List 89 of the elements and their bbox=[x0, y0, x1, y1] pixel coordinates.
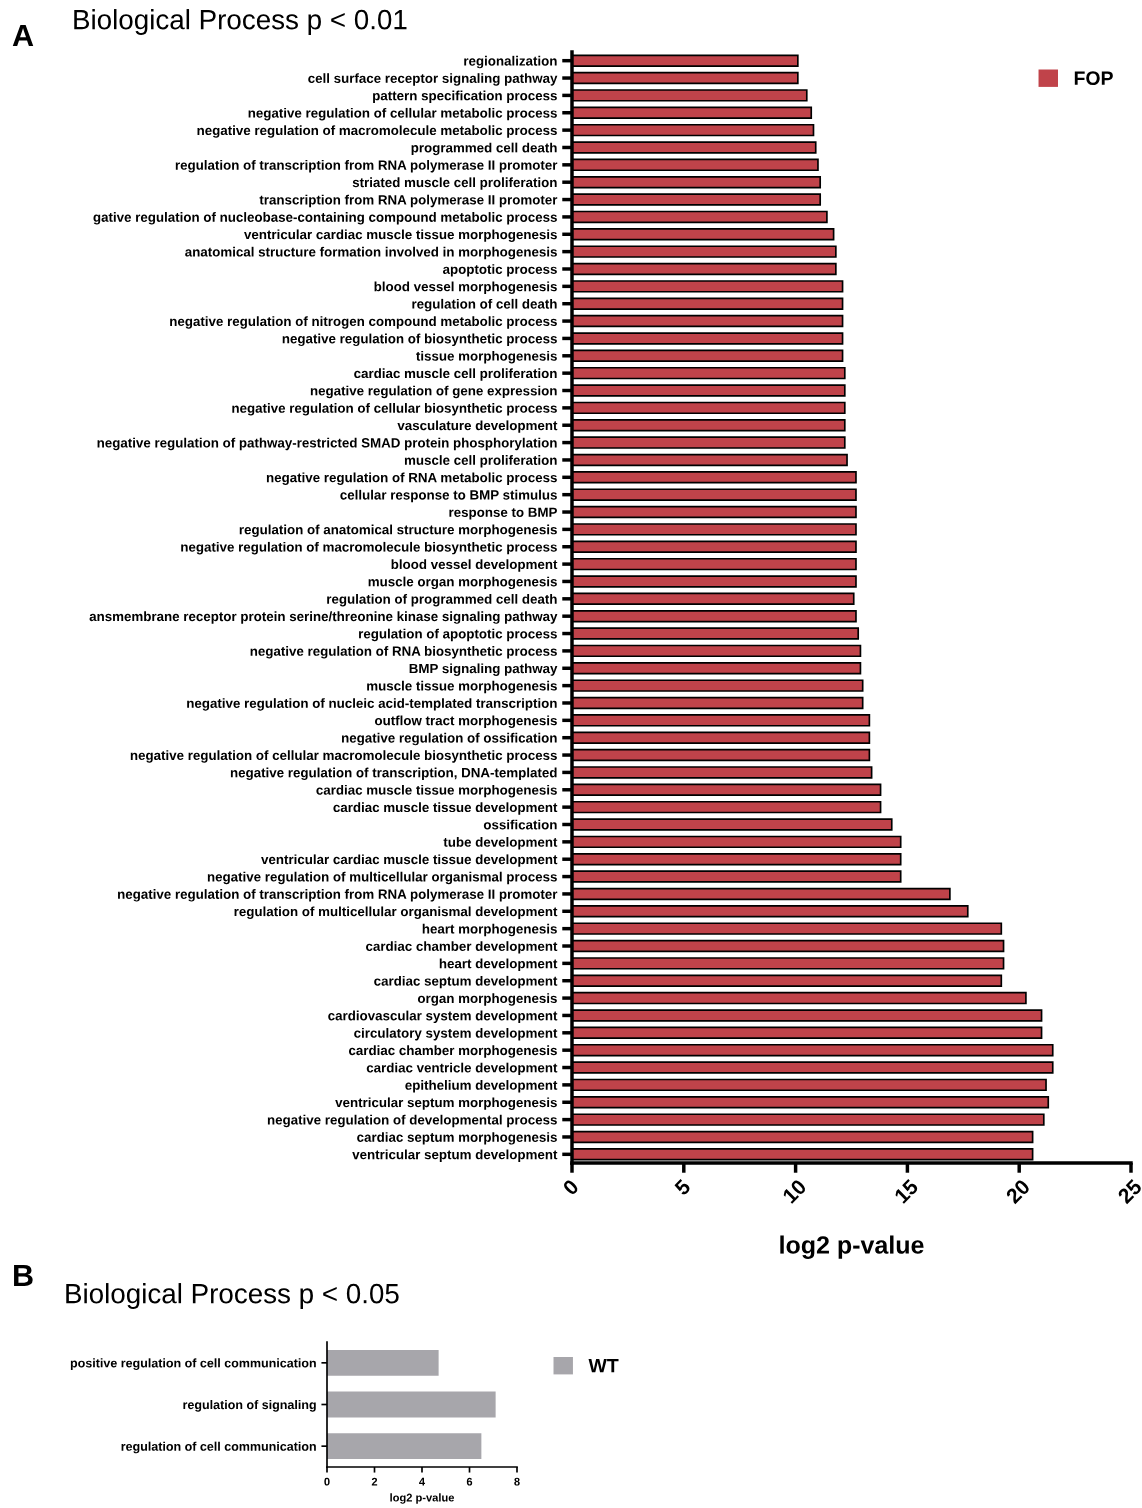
legend-label: FOP bbox=[1074, 71, 1113, 86]
y-tick-label: programmed cell death bbox=[411, 142, 557, 156]
y-tick-label: cardiac chamber morphogenesis bbox=[348, 1045, 557, 1058]
y-tick-label: cell surface receptor signaling pathway bbox=[308, 73, 558, 86]
y-tick-label: negative regulation of RNA metabolic process bbox=[266, 472, 557, 485]
y-tick-label: heart development bbox=[439, 958, 558, 971]
y-tick-label: cellular response to BMP stimulus bbox=[340, 489, 557, 503]
y-tick-label: negative regulation of macromolecule biosynthetic process bbox=[181, 541, 557, 555]
y-tick-label: regulation of apoptotic process bbox=[359, 628, 557, 642]
y-tick-label: negative regulation of transcription from RNA polymerase II promoter bbox=[118, 889, 558, 902]
y-tick-label: organ morphogenesis bbox=[417, 993, 557, 1006]
text: A bbox=[12, 24, 34, 46]
x-tick-label: 6 bbox=[466, 1477, 473, 1486]
x-axis-title: log2 p-value bbox=[780, 1235, 924, 1259]
y-tick-label: apoptotic process bbox=[442, 264, 557, 277]
y-tick-label: transcription from RNA polymerase II promoter bbox=[259, 194, 558, 208]
y-tick-label: regulation of cell communication bbox=[121, 1441, 316, 1454]
y-tick-label: negative regulation of multicellular organismal process bbox=[207, 871, 557, 885]
x-axis-title: log2 p-value bbox=[390, 1493, 455, 1504]
y-tick-label: regulation of transcription from RNA polymerase II promoter bbox=[175, 160, 558, 173]
y-tick-label: ventricular septum morphogenesis bbox=[335, 1097, 557, 1110]
y-tick-label: vasculature development bbox=[397, 420, 558, 433]
x-tick-label: 8 bbox=[514, 1477, 520, 1486]
y-tick-label: regulation of cell death bbox=[412, 298, 557, 312]
bar bbox=[327, 1349, 439, 1376]
y-tick-label: regulation of multicellular organismal development bbox=[234, 906, 558, 919]
x-tick-label: 2 bbox=[371, 1477, 378, 1486]
y-tick-label: tissue morphogenesis bbox=[416, 350, 557, 364]
y-tick-label: blood vessel morphogenesis bbox=[374, 281, 557, 295]
y-tick-label: pattern specification process bbox=[373, 90, 557, 103]
y-tick-label: outflow tract morphogenesis bbox=[374, 715, 557, 728]
y-tick-label: cardiac muscle cell proliferation bbox=[354, 368, 557, 381]
y-tick-label: negative regulation of developmental process bbox=[267, 1114, 557, 1128]
text: Biological Process p < 0.01 bbox=[74, 9, 407, 35]
y-tick-label: blood vessel development bbox=[391, 559, 558, 572]
y-tick-label: negative regulation of biosynthetic process bbox=[282, 333, 557, 347]
y-tick-label: negative regulation of ossification bbox=[341, 732, 557, 746]
y-tick-label: muscle organ morphogenesis bbox=[368, 576, 557, 590]
x-tick-label: 4 bbox=[419, 1477, 426, 1486]
bar bbox=[327, 1391, 496, 1418]
chart-title: Biological Process p < 0.05 bbox=[66, 1283, 399, 1309]
y-tick-label: tube development bbox=[443, 837, 558, 850]
y-tick-label: cardiac septum development bbox=[374, 975, 558, 989]
y-tick-label: anatomical structure formation involved in morphogenesis bbox=[185, 246, 557, 260]
x-tick-label: 15 bbox=[893, 1178, 920, 1204]
y-tick-label: heart morphogenesis bbox=[422, 923, 557, 937]
y-tick-label: cardiac chamber development bbox=[366, 941, 558, 954]
y-tick-label: ventricular septum development bbox=[352, 1149, 558, 1162]
y-tick-label: negative regulation of cellular biosynthetic process bbox=[232, 403, 557, 416]
y-tick-label: cardiac septum morphogenesis bbox=[357, 1132, 557, 1145]
y-tick-label: cardiac muscle tissue morphogenesis bbox=[316, 784, 557, 798]
x-tick-label: 10 bbox=[781, 1178, 808, 1204]
x-tick-label: 0 bbox=[324, 1477, 330, 1486]
y-tick-label: regulation of signaling bbox=[183, 1399, 316, 1412]
x-tick-label: 5 bbox=[673, 1178, 692, 1197]
y-tick-label: negative regulation of nucleic acid-templated transcription bbox=[187, 698, 557, 711]
y-tick-label: gative regulation of nucleobase-containing compound metabolic process bbox=[93, 212, 557, 225]
y-tick-label: regionalization bbox=[464, 55, 557, 69]
y-tick-label: striated muscle cell proliferation bbox=[352, 177, 557, 190]
y-tick-label: negative regulation of RNA biosynthetic process bbox=[250, 646, 557, 659]
y-tick-label: ventricular cardiac muscle tissue development bbox=[261, 854, 558, 867]
x-tick-label: 0 bbox=[562, 1178, 580, 1197]
y-tick-label: response to BMP bbox=[449, 507, 557, 520]
x-tick-label: 25 bbox=[1116, 1178, 1142, 1205]
y-tick-label: circulatory system development bbox=[354, 1027, 558, 1041]
y-tick-label: cardiovascular system development bbox=[328, 1010, 558, 1024]
y-tick-label: ventricular cardiac muscle tissue morphogenesis bbox=[244, 229, 557, 242]
y-tick-label: negative regulation of nitrogen compound metabolic process bbox=[170, 316, 557, 329]
y-tick-label: cardiac ventricle development bbox=[366, 1062, 558, 1076]
y-tick-label: regulation of anatomical structure morphogenesis bbox=[239, 524, 557, 538]
y-tick-label: negative regulation of gene expression bbox=[310, 385, 557, 399]
bar bbox=[327, 1433, 482, 1460]
y-tick-label: muscle cell proliferation bbox=[404, 455, 557, 468]
y-tick-label: positive regulation of cell communication bbox=[70, 1358, 316, 1371]
y-tick-label: regulation of programmed cell death bbox=[327, 593, 557, 607]
y-tick-label: cardiac muscle tissue development bbox=[333, 802, 558, 815]
y-tick-label: negative regulation of pathway-restricted SMAD protein phosphorylation bbox=[97, 437, 557, 451]
text: B bbox=[14, 1264, 33, 1286]
y-tick-label: negative regulation of macromolecule metabolic process bbox=[197, 125, 557, 138]
y-tick-label: ansmembrane receptor protein serine/threonine kinase signaling pathway bbox=[89, 611, 558, 624]
x-tick-label: 20 bbox=[1005, 1178, 1031, 1205]
y-tick-label: muscle tissue morphogenesis bbox=[367, 680, 557, 694]
y-tick-label: negative regulation of cellular metabolic process bbox=[248, 107, 557, 121]
y-tick-label: ossification bbox=[483, 819, 557, 830]
y-tick-label: BMP signaling pathway bbox=[409, 663, 558, 676]
y-tick-label: negative regulation of cellular macromolecule biosynthetic process bbox=[130, 750, 557, 763]
y-tick-label: epithelium development bbox=[405, 1080, 558, 1093]
y-tick-label: negative regulation of transcription, DNA-templated bbox=[230, 767, 557, 781]
legend-label: WT bbox=[588, 1358, 619, 1373]
